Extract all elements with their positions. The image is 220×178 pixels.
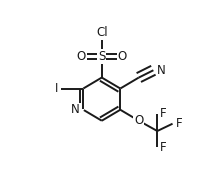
Text: F: F	[176, 117, 182, 130]
Text: Cl: Cl	[96, 26, 108, 39]
Text: F: F	[160, 107, 167, 120]
Text: I: I	[55, 82, 58, 95]
Text: O: O	[134, 114, 143, 127]
Text: S: S	[98, 50, 105, 63]
Text: N: N	[157, 64, 165, 77]
Text: O: O	[118, 50, 127, 63]
Text: F: F	[160, 141, 167, 154]
Text: O: O	[77, 50, 86, 63]
Text: N: N	[71, 103, 80, 116]
